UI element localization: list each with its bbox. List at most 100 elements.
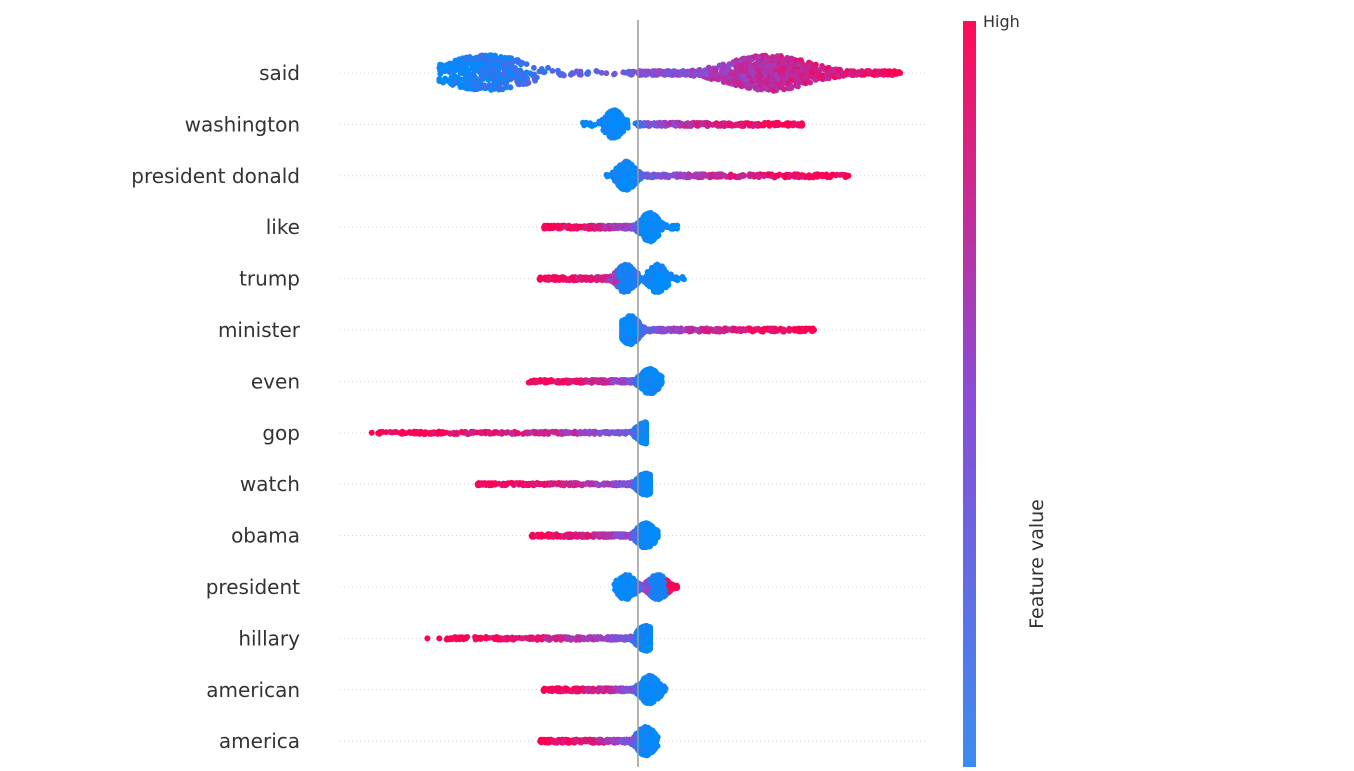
point-said	[697, 72, 703, 78]
point-president-donald	[813, 173, 819, 179]
point-said	[685, 71, 691, 77]
point-president-donald	[765, 171, 771, 177]
point-said	[481, 82, 487, 88]
point-minister	[650, 327, 656, 333]
point-said	[691, 70, 697, 76]
point-minister	[750, 329, 756, 335]
point-said	[781, 86, 787, 92]
point-said	[524, 70, 530, 76]
point-president-donald	[728, 172, 734, 178]
point-said	[457, 67, 463, 73]
point-washington	[747, 121, 753, 127]
outlier-point-said	[897, 70, 903, 76]
point-president-donald	[773, 173, 779, 179]
point-said	[482, 72, 488, 78]
point-said	[751, 65, 757, 71]
point-said	[612, 71, 618, 77]
point-said	[717, 63, 723, 69]
outlier-point-president-donald	[846, 173, 852, 179]
point-said	[757, 75, 763, 81]
point-said	[733, 59, 739, 65]
outlier-point-trump	[540, 276, 546, 282]
point-minister	[645, 328, 651, 334]
point-said	[763, 79, 769, 85]
point-trump	[621, 286, 627, 292]
point-washington	[735, 122, 741, 128]
point-said	[464, 82, 470, 88]
point-said	[780, 67, 786, 73]
point-washington	[799, 120, 805, 126]
point-said	[476, 84, 482, 90]
point-president-donald	[617, 166, 623, 172]
point-said	[702, 67, 708, 73]
point-said	[809, 69, 815, 75]
point-washington	[715, 123, 721, 129]
point-minister	[701, 327, 707, 333]
point-said	[478, 67, 484, 73]
point-president-donald	[838, 172, 844, 178]
point-minister	[803, 326, 809, 332]
point-said	[627, 71, 633, 77]
point-said	[578, 69, 584, 75]
point-said	[771, 88, 777, 94]
point-trump	[629, 275, 635, 281]
point-washington	[618, 128, 624, 134]
point-said	[803, 66, 809, 72]
point-washington	[645, 121, 651, 127]
point-minister	[686, 327, 692, 333]
point-trump	[634, 270, 640, 276]
point-said	[496, 74, 502, 80]
point-washington	[785, 123, 791, 129]
point-like	[582, 225, 588, 231]
point-president-donald	[671, 172, 677, 178]
point-trump	[673, 276, 679, 282]
point-washington	[767, 123, 773, 129]
point-washington	[722, 122, 728, 128]
point-president-donald	[718, 172, 724, 178]
point-president-donald	[621, 181, 627, 187]
point-washington	[694, 120, 700, 126]
point-said	[501, 63, 507, 69]
point-said	[452, 60, 458, 66]
point-said	[503, 82, 509, 88]
point-said	[439, 78, 445, 84]
point-minister	[629, 335, 635, 341]
point-said	[526, 80, 532, 86]
point-president-donald	[650, 174, 656, 180]
point-said	[788, 84, 794, 90]
point-said	[465, 68, 471, 74]
point-said	[645, 69, 651, 75]
point-minister	[727, 326, 733, 332]
point-minister	[627, 319, 633, 325]
point-washington	[773, 121, 779, 127]
point-said	[831, 68, 837, 74]
point-said	[788, 77, 794, 83]
point-like	[647, 237, 653, 243]
point-said	[709, 71, 715, 77]
point-president-donald	[629, 174, 635, 180]
point-minister	[717, 329, 723, 335]
point-like	[625, 225, 631, 231]
point-washington	[729, 123, 735, 129]
point-said	[824, 65, 830, 71]
point-said	[483, 61, 489, 67]
point-said	[725, 80, 731, 86]
point-trump	[546, 276, 552, 282]
point-washington	[792, 121, 798, 127]
point-minister	[695, 327, 701, 333]
point-said	[531, 65, 537, 71]
point-trump	[636, 276, 642, 282]
point-said	[452, 79, 458, 85]
point-president-donald	[786, 172, 792, 178]
point-said	[726, 63, 732, 69]
point-minister	[758, 328, 764, 334]
point-said	[518, 77, 524, 83]
point-said	[835, 73, 841, 79]
point-like	[597, 223, 603, 229]
point-said	[491, 67, 497, 73]
point-minister	[658, 329, 664, 335]
point-trump	[608, 277, 614, 283]
point-like	[548, 225, 554, 231]
point-said	[478, 53, 484, 59]
point-trump	[616, 270, 622, 276]
